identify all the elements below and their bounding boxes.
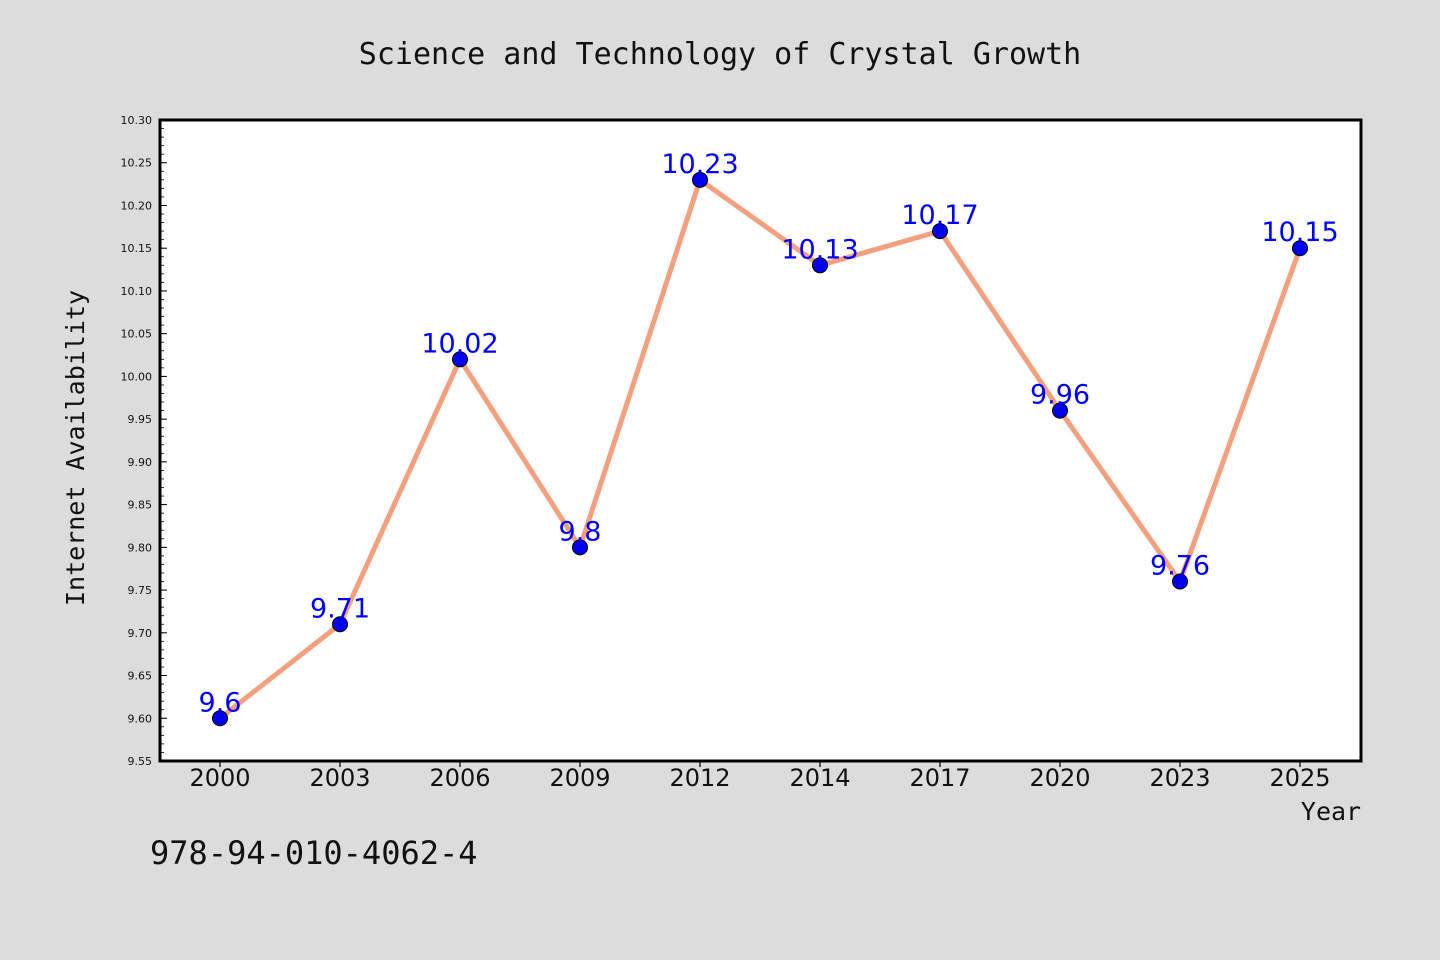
- x-axis: 2000 2003 2006 2009 2012 2014 2017 2020 2023 2025: [189, 761, 1331, 792]
- data-label: 9.8: [559, 516, 602, 547]
- data-point: [1052, 402, 1068, 419]
- plot-area: [158, 118, 1363, 763]
- data-label: 9.6: [199, 687, 242, 718]
- y-tick-label: 10.10: [121, 285, 153, 298]
- data-point: [932, 223, 948, 240]
- series-line-group: [218, 177, 1303, 721]
- data-point: [812, 257, 828, 274]
- data-label-group: 9.6 9.71 10.02 9.8 10.23 10.13 10.17 9.96 9.76 10…: [199, 149, 1339, 718]
- x-axis-label: Year: [1301, 797, 1361, 826]
- y-tick-label: 9.95: [128, 413, 153, 426]
- data-label: 9.76: [1150, 551, 1210, 582]
- data-point: [1172, 573, 1188, 590]
- y-tick-label: 9.55: [128, 755, 153, 768]
- y-tick-label: 10.05: [121, 328, 153, 341]
- y-axis-label: Internet Availability: [61, 290, 90, 606]
- data-point: [452, 351, 468, 368]
- y-tick-label: 10.15: [121, 242, 153, 255]
- chart-title: Science and Technology of Crystal Growth: [359, 37, 1081, 72]
- x-tick-label: 2023: [1149, 764, 1210, 792]
- y-tick-label: 9.90: [128, 456, 153, 469]
- data-point: [212, 710, 228, 727]
- y-axis: 9.55 9.60 9.65 9.70 9.75 9.80 9.85 9.90 9.95 10.0…: [121, 114, 167, 768]
- data-label: 10.23: [661, 149, 738, 180]
- x-tick-label: 2003: [309, 764, 370, 792]
- y-tick-label: 9.75: [128, 584, 153, 597]
- data-label: 10.02: [421, 328, 498, 359]
- data-label: 10.13: [781, 234, 858, 265]
- y-tick-label: 9.65: [128, 670, 153, 683]
- data-point: [692, 171, 708, 188]
- y-tick-label: 10.00: [121, 370, 153, 383]
- isbn-note: 978-94-010-4062-4: [150, 834, 478, 872]
- y-tick-label: 10.25: [121, 157, 153, 170]
- data-point: [572, 539, 588, 556]
- data-label: 10.15: [1261, 217, 1338, 248]
- data-label: 9.96: [1030, 380, 1090, 411]
- y-tick-label: 9.70: [128, 627, 153, 640]
- y-tick-label: 10.30: [121, 114, 153, 127]
- series-line: [218, 177, 1303, 721]
- data-point: [332, 616, 348, 633]
- data-point: [1292, 240, 1308, 257]
- x-tick-label: 2006: [429, 764, 490, 792]
- marker-group: [212, 171, 1308, 727]
- x-tick-label: 2014: [789, 764, 850, 792]
- x-tick-label: 2000: [189, 764, 250, 792]
- y-tick-label: 10.20: [121, 199, 153, 212]
- y-tick-label: 9.60: [128, 712, 153, 725]
- x-tick-label: 2009: [549, 764, 610, 792]
- x-tick-label: 2025: [1269, 764, 1330, 792]
- x-tick-label: 2020: [1029, 764, 1090, 792]
- x-tick-label: 2012: [669, 764, 730, 792]
- x-tick-label: 2017: [909, 764, 970, 792]
- data-label: 9.71: [310, 593, 370, 624]
- y-tick-label: 9.85: [128, 499, 153, 512]
- y-tick-label: 9.80: [128, 541, 153, 554]
- data-label: 10.17: [901, 200, 978, 231]
